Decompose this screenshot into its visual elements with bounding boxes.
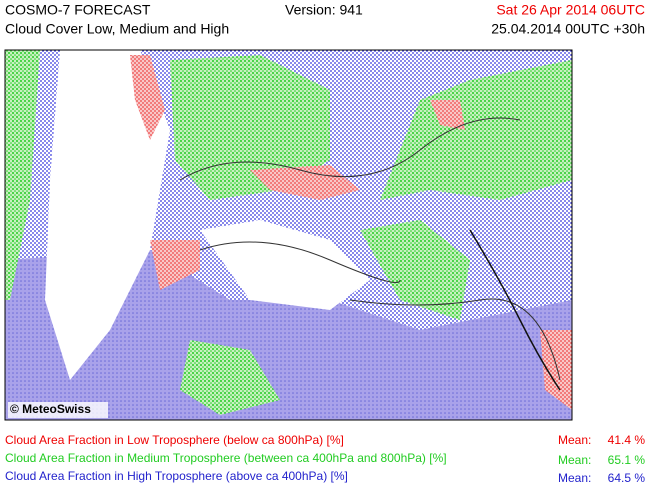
version: Version: 941 xyxy=(285,2,363,18)
subtitle: Cloud Cover Low, Medium and High xyxy=(5,21,229,37)
map: © MeteoSwiss xyxy=(4,49,573,421)
high-cloud-area xyxy=(5,250,572,420)
clear-area xyxy=(45,50,170,380)
legend-mean: 64.5 % xyxy=(608,471,646,485)
coastline xyxy=(469,229,561,391)
medium-cloud-area xyxy=(360,220,470,320)
legend-mean-label: Mean: xyxy=(558,471,591,485)
legend-mean: 41.4 % xyxy=(608,433,646,447)
legend-mean: 65.1 % xyxy=(608,453,646,467)
medium-cloud-area xyxy=(5,50,40,300)
low-cloud-area xyxy=(130,55,165,140)
legend: Cloud Area Fraction in Low Troposphere (… xyxy=(5,433,645,485)
low-cloud-area xyxy=(150,240,200,290)
valid-time: Sat 26 Apr 2014 06UTC xyxy=(496,2,645,18)
low-cloud-area xyxy=(540,330,572,410)
legend-label: Cloud Area Fraction in Medium Tropospher… xyxy=(5,451,447,465)
legend-mean-label: Mean: xyxy=(558,453,591,467)
border-line xyxy=(179,117,561,381)
low-cloud-area xyxy=(430,100,465,130)
legend-label: Cloud Area Fraction in Low Troposphere (… xyxy=(5,433,344,447)
run-time: 25.04.2014 00UTC +30h xyxy=(491,21,645,37)
title: COSMO-7 FORECAST xyxy=(5,2,151,18)
medium-cloud-area xyxy=(180,340,280,415)
credit: © MeteoSwiss xyxy=(10,402,91,416)
credit-box xyxy=(8,402,108,418)
low-cloud-area xyxy=(250,165,360,200)
map-frame xyxy=(4,49,573,421)
medium-cloud-area xyxy=(170,55,330,200)
legend-label: Cloud Area Fraction in High Troposphere … xyxy=(5,469,348,483)
legend-mean-label: Mean: xyxy=(558,433,591,447)
medium-cloud-area xyxy=(380,60,572,200)
